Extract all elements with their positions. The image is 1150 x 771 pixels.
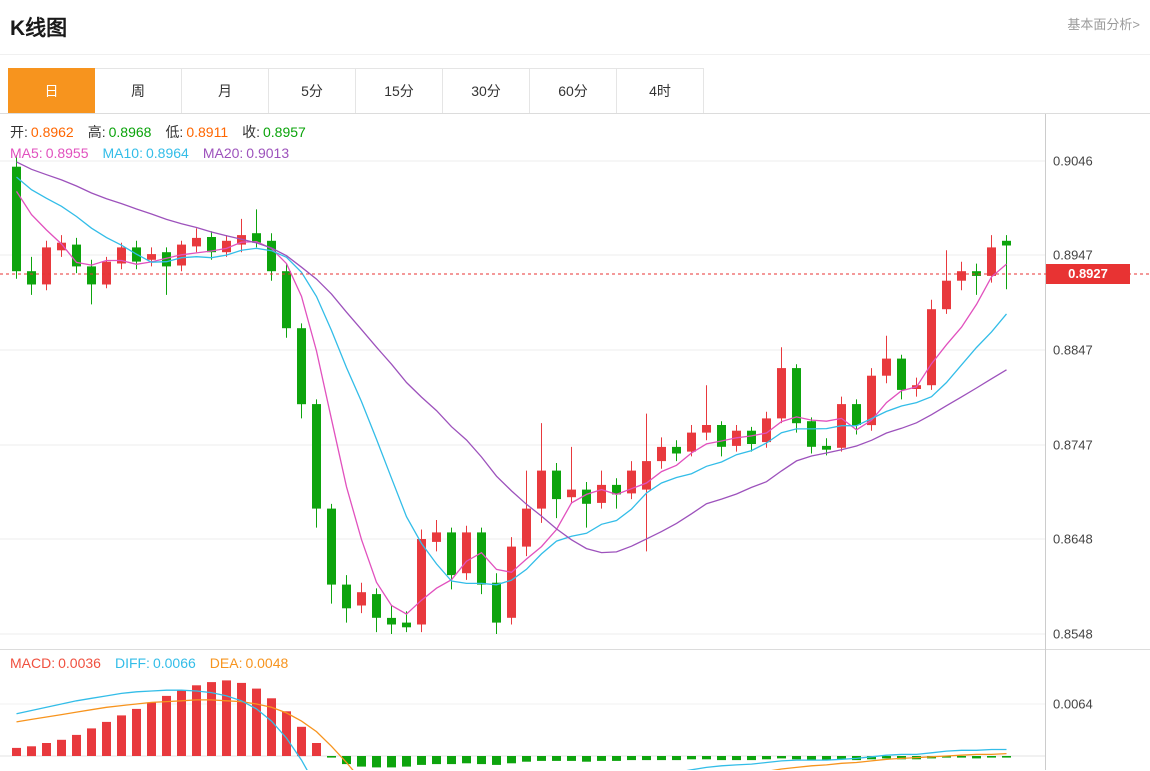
ma-readout: MA5: 0.8955 MA10: 0.8964 MA20: 0.9013 xyxy=(10,145,303,161)
macd-readout-item: MACD: 0.0036 xyxy=(10,655,101,671)
ma-readout-item: MA10: 0.8964 xyxy=(102,145,189,161)
page-header: K线图 基本面分析> xyxy=(0,0,1150,55)
y-axis-tick-label: 0.8947 xyxy=(1053,248,1093,263)
macd-axis-tick-label: 0.0064 xyxy=(1053,697,1093,712)
period-tab-4hour[interactable]: 4时 xyxy=(617,68,704,113)
macd-readout-item: DIFF: 0.0066 xyxy=(114,655,196,671)
period-tabbar: 日周月 5分 15分 30分 60分 4时 xyxy=(0,68,1150,114)
candlestick-chart[interactable]: 0.9046 0.8947 0.8847 0.8747 0.8648 0.8548 xyxy=(0,114,1150,649)
period-tab-month[interactable]: 月 xyxy=(182,68,269,113)
y-axis-tick-label: 0.8747 xyxy=(1053,438,1093,453)
macd-readout-item: DEA: 0.0048 xyxy=(209,655,289,671)
page-title: K线图 xyxy=(10,17,68,40)
period-tab-60min[interactable]: 60分 xyxy=(530,68,617,113)
y-axis-tick-label: 0.8847 xyxy=(1053,343,1093,358)
ohlc-readout-item: 收: 0.8957 xyxy=(242,124,306,140)
ohlc-readout-item: 高: 0.8968 xyxy=(87,124,152,140)
period-tab-day[interactable]: 日 xyxy=(8,68,95,113)
macd-histogram-layer xyxy=(12,680,1011,768)
macd-chart[interactable]: 0.0064 xyxy=(0,649,1150,770)
ma10-line xyxy=(16,176,1007,586)
ohlc-readout-item: 低: 0.8911 xyxy=(165,124,229,140)
period-tab-15min[interactable]: 15分 xyxy=(356,68,443,113)
dea-line xyxy=(16,699,1007,770)
y-axis-tick-label: 0.8548 xyxy=(1053,627,1093,642)
y-axis-tick-label: 0.9046 xyxy=(1053,154,1093,169)
ohlc-readout-item: 开: 0.8962 xyxy=(10,124,74,140)
macd-readout: MACD: 0.0036 DIFF: 0.0066 DEA: 0.0048 xyxy=(10,655,302,671)
ma20-line xyxy=(16,161,1007,554)
y-axis-tick-label: 0.8648 xyxy=(1053,532,1093,547)
candles-layer xyxy=(12,155,1011,634)
period-tab-30min[interactable]: 30分 xyxy=(443,68,530,113)
ma-readout-item: MA5: 0.8955 xyxy=(10,145,89,161)
period-tab-5min[interactable]: 5分 xyxy=(269,68,356,113)
ma-lines-layer xyxy=(15,161,1007,615)
ma5-line xyxy=(15,191,1007,615)
fundamental-analysis-link[interactable]: 基本面分析> xyxy=(1067,17,1140,32)
ohlc-readout: 开: 0.8962 高: 0.8968 低: 0.8911 收: 0.8957 xyxy=(10,122,320,142)
period-tab-week[interactable]: 周 xyxy=(95,68,182,113)
ma-readout-item: MA20: 0.9013 xyxy=(202,145,290,161)
last-price-tag: 0.8927 xyxy=(1046,264,1130,284)
macd-panel: MACD: 0.0036 DIFF: 0.0066 DEA: 0.0048 0.0064 xyxy=(0,649,1150,770)
diff-line xyxy=(16,689,1007,770)
main-chart-panel: 开: 0.8962 高: 0.8968 低: 0.8911 收: 0.8957 MA5: 0.8… xyxy=(0,114,1150,649)
